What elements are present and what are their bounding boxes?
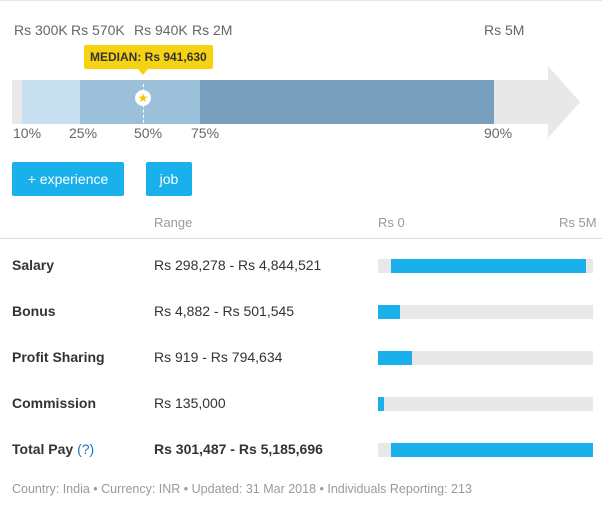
job-button[interactable]: job <box>146 162 192 196</box>
range-arrow <box>548 66 580 138</box>
row-label-profit-sharing: Profit Sharing <box>12 349 105 365</box>
p90-value: Rs 5M <box>484 22 525 38</box>
row-range-bonus: Rs 4,882 - Rs 501,545 <box>154 303 295 319</box>
median-marker-line <box>143 84 144 128</box>
star-icon: ★ <box>135 90 151 106</box>
range-bar-track <box>378 443 593 457</box>
footer-meta: Country: India • Currency: INR • Updated… <box>12 482 472 496</box>
p10-label: 10% <box>13 125 42 141</box>
scale-max-label: Rs 5M <box>559 215 597 230</box>
range-bar-track <box>378 305 593 319</box>
range-bar-fill <box>391 259 586 273</box>
range-bar-fill <box>378 397 384 411</box>
help-link[interactable]: (?) <box>77 441 95 457</box>
range-bar-track <box>378 351 593 365</box>
band-10-25 <box>22 80 80 124</box>
band-75-90 <box>200 80 494 124</box>
range-bar-track <box>378 397 593 411</box>
add-experience-button[interactable]: + experience <box>12 162 124 196</box>
p75-label: 75% <box>191 125 220 141</box>
scale-min-label: Rs 0 <box>378 215 405 230</box>
row-range-salary: Rs 298,278 - Rs 4,844,521 <box>154 257 322 273</box>
p50-value: Rs 940K <box>134 22 188 38</box>
median-tag: MEDIAN: Rs 941,630 <box>84 45 213 75</box>
row-label-salary: Salary <box>12 257 55 273</box>
row-label-commission: Commission <box>12 395 97 411</box>
range-column-header: Range <box>154 215 193 230</box>
p75-value: Rs 2M <box>192 22 233 38</box>
top-divider <box>0 0 602 1</box>
row-label-bonus: Bonus <box>12 303 56 319</box>
p25-value: Rs 570K <box>71 22 125 38</box>
total-pay-label: Total Pay <box>12 441 74 457</box>
p25-label: 25% <box>69 125 98 141</box>
p50-label: 50% <box>134 125 163 141</box>
p10-value: Rs 300K <box>14 22 68 38</box>
range-bar-fill <box>378 351 412 365</box>
range-bar-fill <box>378 305 400 319</box>
table-header-divider <box>0 238 602 239</box>
row-range-profit-sharing: Rs 919 - Rs 794,634 <box>154 349 283 365</box>
row-range-commission: Rs 135,000 <box>154 395 226 411</box>
p90-label: 90% <box>484 125 513 141</box>
row-label-total-pay: Total Pay (?) <box>12 441 94 457</box>
range-bar-track <box>378 259 593 273</box>
row-range-total-pay: Rs 301,487 - Rs 5,185,696 <box>154 441 323 457</box>
range-bar-fill <box>391 443 593 457</box>
